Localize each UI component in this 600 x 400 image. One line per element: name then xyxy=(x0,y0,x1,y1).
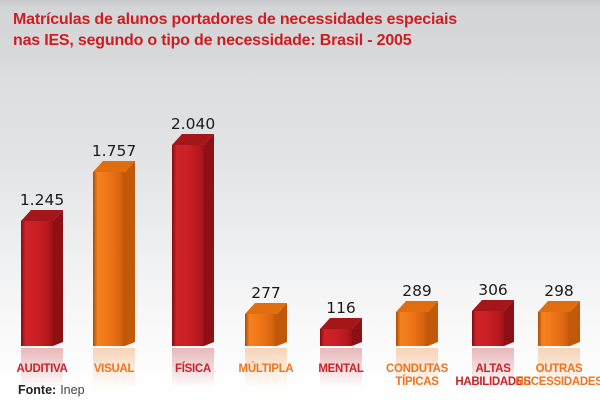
bar-value-label: 277 xyxy=(251,284,281,302)
bar-category-label: AUDITIVA xyxy=(16,363,67,375)
bar-value-label: 298 xyxy=(544,282,574,300)
bar-category-label: FÍSICA xyxy=(175,362,211,375)
bar-condutas-t-picas: 289 CONDUTAS TÍPICAS xyxy=(386,282,449,388)
source-value: Inep xyxy=(60,383,85,397)
bar-mental: 116 MENTAL xyxy=(318,299,364,388)
bar-category-label: MÚLTIPLA xyxy=(239,362,294,375)
bar-category-label: ALTAS HABILIDADES xyxy=(455,363,531,388)
source-label: Fonte: xyxy=(18,383,57,397)
bar-m-ltipla: 277 MÚLTIPLA xyxy=(239,284,294,388)
bar-auditiva: 1.245 AUDITIVA xyxy=(16,191,68,388)
bar-value-label: 289 xyxy=(402,282,432,300)
chart-title-line2: nas IES, segundo o tipo de necessidade: … xyxy=(13,32,412,49)
bar-f-sica: 2.040 FÍSICA xyxy=(171,115,215,388)
bar-altas-habilidades: 306 ALTAS HABILIDADES xyxy=(455,281,532,388)
bar-value-label: 2.040 xyxy=(171,115,215,133)
bar-outras-necessidades: 298 OUTRAS NECESSIDADES xyxy=(515,282,600,388)
bar-category-label: CONDUTAS TÍPICAS xyxy=(386,363,449,388)
bar-category-label: OUTRAS NECESSIDADES xyxy=(515,363,600,388)
bar-value-label: 306 xyxy=(478,281,508,299)
chart-title-line1: Matrículas de alunos portadores de neces… xyxy=(13,11,457,28)
bar-category-label: VISUAL xyxy=(94,363,135,375)
bar-value-label: 116 xyxy=(326,299,356,317)
bar-value-label: 1.757 xyxy=(92,142,136,160)
chart-title: Matrículas de alunos portadores de neces… xyxy=(13,9,457,51)
bar-value-label: 1.245 xyxy=(20,191,64,209)
bar-visual: 1.757 VISUAL xyxy=(92,142,136,388)
source-note: Fonte: Inep xyxy=(18,383,85,397)
bar-category-label: MENTAL xyxy=(318,363,364,375)
